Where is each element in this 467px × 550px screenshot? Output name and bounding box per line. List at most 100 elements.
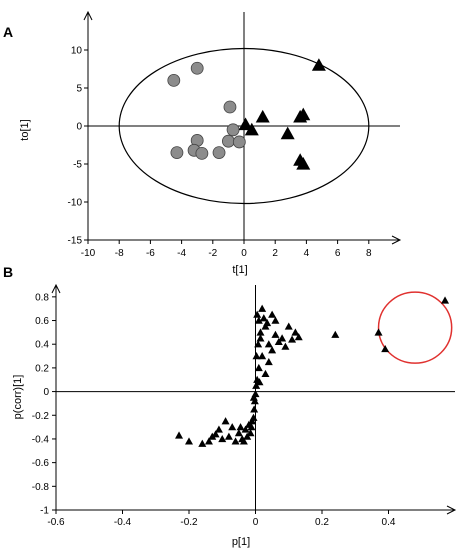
data-point-triangle (253, 310, 262, 318)
panel-a-x-tick-label: 6 (335, 248, 341, 259)
panel-a-points (167, 58, 326, 170)
data-point-triangle (255, 109, 270, 123)
data-point-triangle (208, 432, 217, 440)
panel-b-x-tick-label: 0.2 (315, 517, 329, 528)
panel-a-x-tick-label: 0 (241, 248, 247, 259)
panel-b-x-axis-title: p[1] (232, 536, 250, 548)
data-point-circle (170, 146, 184, 160)
data-point-triangle (218, 434, 227, 443)
data-point-triangle (250, 405, 259, 413)
data-point-triangle (221, 417, 230, 425)
data-point-circle (221, 134, 235, 148)
data-point-triangle (268, 346, 277, 354)
panel-a-x-tick-label: -4 (177, 248, 186, 259)
data-point-triangle (381, 344, 390, 353)
panel-a-y-tick-label: -5 (73, 160, 82, 171)
data-point-circle (226, 123, 240, 137)
panel-a-y-tick-label: 10 (71, 46, 83, 57)
data-point-triangle (288, 335, 297, 343)
data-point-triangle (294, 333, 303, 341)
data-point-triangle (274, 337, 283, 346)
panel-b-y-tick-label: 0 (43, 387, 49, 398)
data-point-circle (223, 100, 237, 114)
panel-b-y-tick-label: -0.6 (32, 458, 50, 469)
data-point-triangle (228, 423, 237, 431)
data-point-triangle (271, 316, 280, 324)
panel-a-x-tick-label: -2 (208, 248, 217, 259)
panel-b-y-tick-label: -0.8 (32, 482, 50, 493)
data-point-triangle (261, 369, 270, 378)
panel-a-x-tick-label: -8 (115, 248, 124, 259)
panel-b: B -0.6 -0.4 -0.2 0 0.2 0.4 -1 -0.8 -0.6 -0.4 -0.2… (3, 264, 457, 548)
panel-b-y-axis-arrow (51, 283, 61, 294)
panel-b-highlight (377, 291, 453, 364)
data-point-triangle (224, 432, 233, 440)
data-point-triangle (263, 318, 272, 327)
data-point-triangle (254, 316, 263, 324)
panel-a-y-ticks: -15 -10 -5 0 5 10 (68, 46, 88, 247)
panel-b-x-tick-label: -0.6 (47, 517, 65, 528)
panel-b-x-tick-label: -0.4 (114, 517, 132, 528)
data-point-triangle (281, 342, 290, 350)
highlight-ellipse (377, 291, 453, 364)
data-point-triangle (239, 437, 248, 445)
data-point-triangle (254, 340, 263, 348)
panel-b-y-tick-label: 0.6 (35, 316, 49, 327)
data-point-triangle (231, 437, 240, 445)
data-point-triangle (278, 334, 287, 342)
panel-b-x-ticks: -0.6 -0.4 -0.2 0 0.2 0.4 (47, 510, 396, 528)
panel-b-y-tick-label: 0.4 (35, 340, 49, 351)
panel-b-y-tick-label: -0.4 (32, 434, 50, 445)
data-point-triangle (280, 126, 295, 140)
data-point-triangle (264, 357, 273, 366)
data-point-triangle (284, 322, 293, 330)
panel-a-y-tick-label: -15 (68, 236, 83, 247)
panel-b-y-tick-label: -0.2 (32, 411, 50, 422)
data-point-circle (190, 61, 204, 75)
data-point-circle (232, 135, 246, 149)
data-point-triangle (204, 437, 213, 445)
panel-a-letter: A (3, 24, 13, 40)
data-point-triangle (252, 352, 261, 360)
data-point-triangle (254, 363, 263, 372)
data-point-triangle (291, 328, 300, 336)
panel-b-y-tick-label: 0.8 (35, 292, 49, 303)
data-point-triangle (258, 304, 267, 312)
panel-b-y-axis-title: p(corr)[1] (12, 375, 24, 420)
data-point-triangle (374, 328, 383, 336)
panel-a-x-axis-title: t[1] (232, 264, 247, 276)
data-point-triangle (244, 420, 253, 428)
data-point-triangle (241, 425, 250, 433)
data-point-triangle (256, 328, 265, 336)
data-point-triangle (296, 157, 311, 170)
data-point-triangle (441, 296, 450, 304)
data-point-triangle (198, 439, 207, 447)
panel-b-x-tick-label: 0.4 (382, 517, 396, 528)
data-point-triangle (185, 437, 193, 445)
data-point-triangle (238, 117, 253, 131)
panel-b-x-axis-arrow (446, 505, 457, 515)
panel-a-y-tick-label: 5 (76, 84, 82, 95)
data-point-triangle (236, 423, 245, 431)
panel-a-x-axis-arrow (391, 235, 402, 245)
data-point-circle (195, 146, 209, 160)
data-point-triangle (214, 425, 223, 433)
panel-a-y-axis-title: to[1] (19, 119, 31, 140)
data-point-triangle (243, 432, 252, 440)
data-point-triangle (255, 378, 264, 386)
panel-a-x-tick-label: 2 (272, 248, 278, 259)
data-point-triangle (268, 310, 277, 318)
data-point-triangle (264, 340, 273, 348)
panel-a-x-tick-label: 8 (366, 248, 372, 259)
data-point-triangle (296, 107, 311, 121)
panel-a-y-tick-label: 0 (76, 122, 82, 133)
panel-a-y-tick-label: -10 (68, 198, 83, 209)
data-point-circle (212, 146, 226, 160)
panel-a-y-axis-arrow (83, 10, 93, 21)
panel-b-letter: B (3, 264, 13, 280)
panel-b-y-tick-label: -1 (40, 506, 49, 517)
data-point-triangle (256, 334, 265, 342)
panel-a-x-tick-label: 4 (304, 248, 310, 259)
